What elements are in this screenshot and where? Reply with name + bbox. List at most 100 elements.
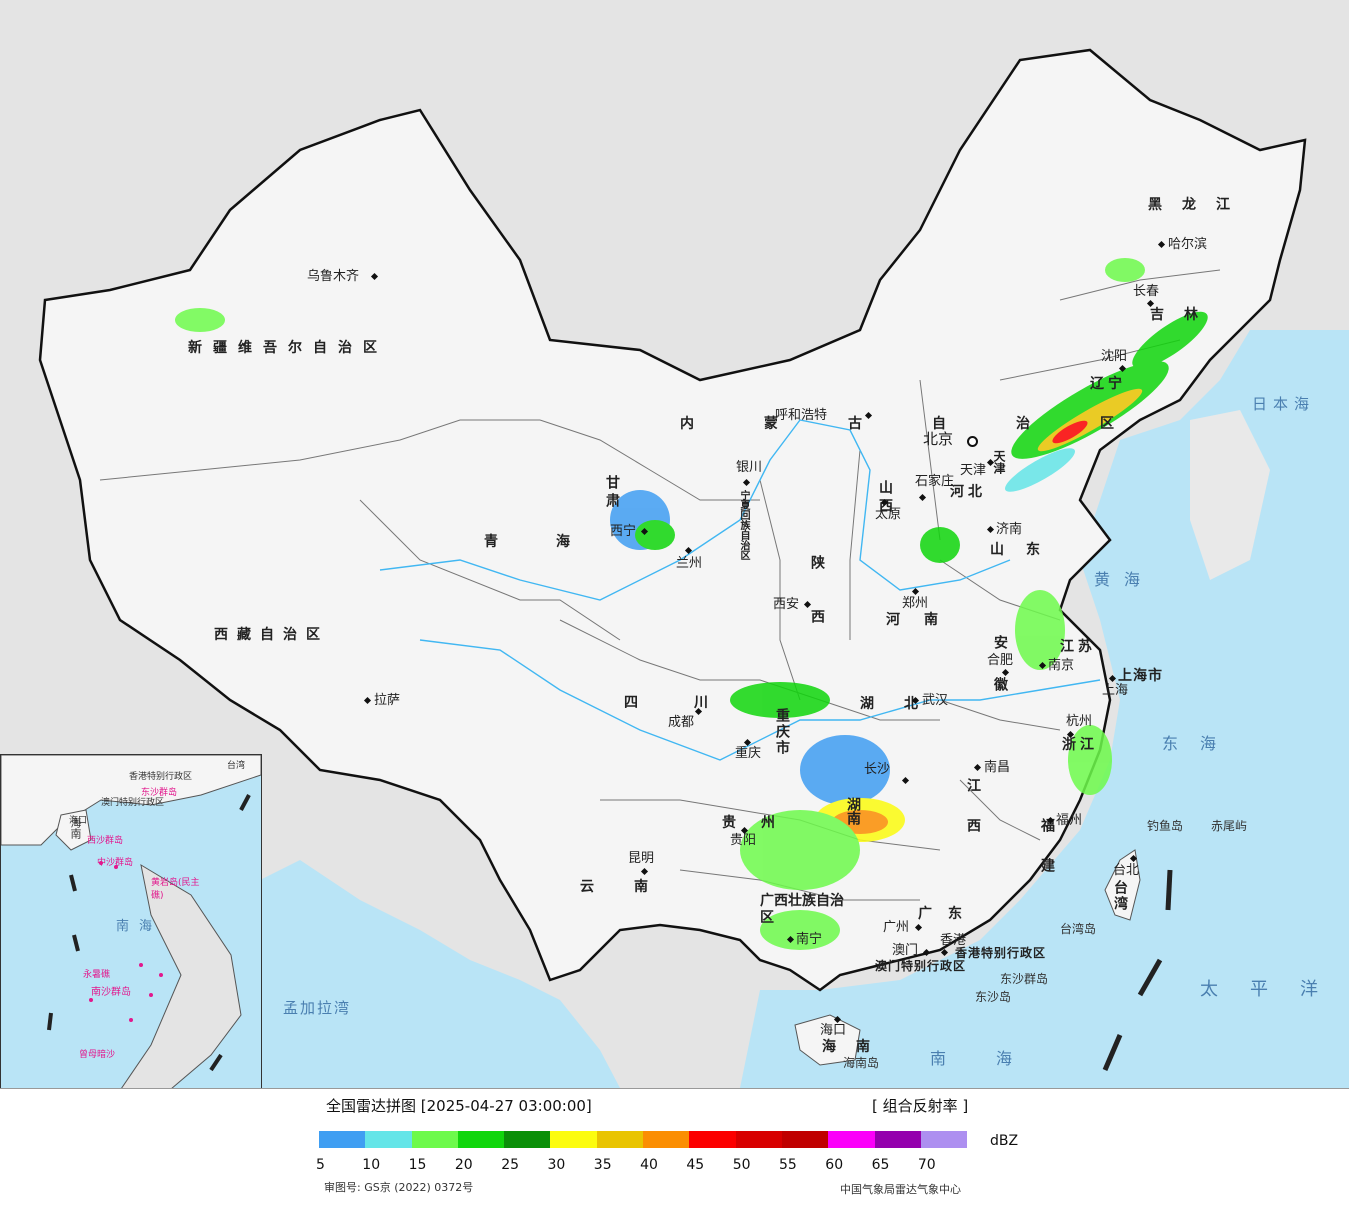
city-label: 西宁 bbox=[610, 524, 637, 539]
city-label: 武汉 bbox=[922, 693, 949, 708]
city-label: 西安 bbox=[773, 597, 800, 612]
city-label: 沈阳 bbox=[1101, 349, 1128, 364]
inset-label: 东沙群岛 bbox=[141, 788, 178, 798]
city-label: 银川 bbox=[736, 460, 763, 475]
scale-swatch bbox=[920, 1131, 968, 1148]
province-borders bbox=[99, 269, 1221, 901]
province-label: 宁夏回族自治区 bbox=[738, 490, 749, 560]
city-label: 天津 bbox=[960, 463, 987, 478]
scale-tick: 10 bbox=[362, 1157, 381, 1173]
province-label: 西藏自治区 bbox=[214, 627, 329, 643]
sea-label: 东海 bbox=[1162, 734, 1239, 753]
scale-swatch bbox=[550, 1131, 597, 1148]
sea-label: 日本海 bbox=[1252, 395, 1316, 413]
inset-label: 黄岩岛(民主礁) bbox=[151, 878, 200, 901]
inset-label: 永暑礁 bbox=[83, 970, 111, 980]
inset-label: 中沙群岛 bbox=[97, 858, 134, 868]
city-label: 海口 bbox=[820, 1023, 847, 1038]
scale-swatch bbox=[596, 1131, 644, 1148]
inset-label: 西沙群岛 bbox=[87, 836, 124, 846]
sea-label: 南海 bbox=[930, 1049, 1063, 1068]
city-label: 贵阳 bbox=[730, 833, 757, 848]
inset-canvas bbox=[1, 755, 261, 1088]
inset-label: 海南 bbox=[69, 817, 82, 839]
korea-japan-area bbox=[1190, 410, 1270, 580]
city-label: 重庆 bbox=[735, 746, 762, 761]
province-label: 吉林 bbox=[1150, 307, 1218, 323]
province-label: 四川 bbox=[624, 695, 764, 711]
city-label: 福州 bbox=[1056, 813, 1083, 828]
bay-of-bengal bbox=[260, 860, 620, 1088]
province-label: 云南 bbox=[580, 879, 688, 895]
scale-tick: 35 bbox=[593, 1157, 612, 1173]
inset-label: 香港特别行政区 bbox=[129, 772, 193, 782]
province-label: 浙江 bbox=[1062, 737, 1098, 753]
city-label: 乌鲁木齐 bbox=[307, 269, 360, 284]
scale-tick: 50 bbox=[732, 1157, 751, 1173]
rivers bbox=[379, 419, 1101, 761]
island-label: 赤尾屿 bbox=[1211, 819, 1248, 833]
province-label: 河北 bbox=[950, 484, 986, 500]
sea-label: 孟加拉湾 bbox=[283, 999, 352, 1017]
province-label: 内蒙古自治区 bbox=[680, 416, 1184, 432]
color-scale bbox=[319, 1131, 968, 1148]
scale-tick: 30 bbox=[547, 1157, 566, 1173]
province-label: 澳门特别行政区 bbox=[875, 959, 967, 973]
province-label: 甘肃 bbox=[604, 475, 620, 511]
province-label: 河南 bbox=[886, 612, 962, 628]
radar-map: 新疆维吾尔自治区 西藏自治区 青海 甘肃 四川 云南 贵州 广西壮族自治区 内蒙… bbox=[0, 0, 1349, 1089]
producer-credit: 中国气象局雷达气象中心 bbox=[840, 1183, 961, 1196]
province-label: 福建 bbox=[1039, 818, 1055, 898]
city-label: 兰州 bbox=[676, 556, 703, 571]
scale-tick: 45 bbox=[686, 1157, 705, 1173]
scale-swatch bbox=[411, 1131, 458, 1148]
island-label: 东沙岛 bbox=[975, 990, 1012, 1004]
scale-tick: 15 bbox=[408, 1157, 427, 1173]
province-label: 贵州 bbox=[722, 815, 800, 831]
city-label: 拉萨 bbox=[374, 693, 401, 708]
scale-swatch bbox=[735, 1131, 782, 1148]
inset-label: 曾母暗沙 bbox=[79, 1050, 116, 1060]
province-label: 上海市 bbox=[1118, 668, 1163, 684]
scale-swatch bbox=[365, 1131, 412, 1148]
scale-swatch bbox=[689, 1131, 736, 1148]
inset-label: 南海 bbox=[116, 919, 163, 934]
scale-tick: 5 bbox=[316, 1157, 325, 1173]
province-label: 台湾 bbox=[1112, 880, 1128, 912]
city-label: 郑州 bbox=[902, 596, 929, 611]
taiwan-island bbox=[1104, 849, 1141, 921]
scale-ticks: 5 10 15 20 25 30 35 40 45 50 55 60 65 70 bbox=[300, 1157, 960, 1173]
radar-echoes bbox=[175, 258, 1208, 950]
province-label: 山西 bbox=[877, 480, 893, 516]
scale-tick: 65 bbox=[871, 1157, 890, 1173]
scale-tick: 20 bbox=[454, 1157, 473, 1173]
province-label: 山东 bbox=[990, 542, 1062, 558]
island-label: 台湾岛 bbox=[1060, 922, 1097, 936]
province-label: 重庆市 bbox=[774, 708, 790, 756]
inset-label: 台湾 bbox=[227, 761, 246, 771]
province-label: 广西壮族自治区 bbox=[760, 893, 844, 926]
city-marker-capital bbox=[967, 436, 978, 447]
map-review-number: 审图号: GS京 (2022) 0372号 bbox=[324, 1181, 474, 1194]
inset-label: 南沙群岛 bbox=[91, 987, 131, 998]
island-label: 海南岛 bbox=[843, 1056, 880, 1070]
dash-line-marks bbox=[1102, 869, 1173, 1071]
city-label: 台北 bbox=[1113, 863, 1140, 878]
scale-swatch bbox=[457, 1131, 505, 1148]
legend-title: 全国雷达拼图 [2025-04-27 03:00:00] bbox=[326, 1097, 592, 1115]
scale-tick: 70 bbox=[917, 1157, 936, 1173]
scale-swatch bbox=[643, 1131, 690, 1148]
city-label: 北京 bbox=[923, 430, 954, 448]
scale-tick: 25 bbox=[501, 1157, 520, 1173]
island-label: 东沙群岛 bbox=[1000, 972, 1049, 986]
sea-label: 太平洋 bbox=[1200, 979, 1349, 1000]
city-label: 上海 bbox=[1102, 683, 1129, 698]
city-label: 昆明 bbox=[628, 851, 655, 866]
city-label: 呼和浩特 bbox=[775, 408, 828, 423]
south-china-sea-inset: 南海 海南 东沙群岛 中沙群岛 西沙群岛 南沙群岛 曾母暗沙 香港特别行政区 澳… bbox=[0, 754, 262, 1088]
city-label: 合肥 bbox=[987, 653, 1014, 668]
province-label: 辽宁 bbox=[1090, 376, 1126, 392]
city-label: 南京 bbox=[1048, 658, 1075, 673]
unit-label: dBZ bbox=[990, 1133, 1019, 1149]
province-label: 江西 bbox=[965, 778, 981, 858]
